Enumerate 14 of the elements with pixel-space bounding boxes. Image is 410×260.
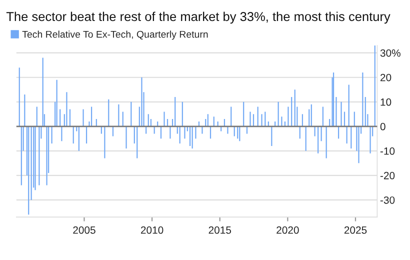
y-tick-label: 20	[380, 74, 392, 82]
x-tick-label: 2025	[344, 226, 367, 234]
y-tick-label: 0	[380, 122, 386, 130]
x-tick-label: 2015	[208, 226, 232, 234]
x-tick-label: 2010	[140, 226, 164, 234]
y-tick-label: -20	[380, 172, 395, 180]
y-tick-label: 30%	[380, 49, 400, 57]
chart-title: The sector beat the rest of the market by 33%, the most this century	[6, 12, 390, 24]
y-tick-label: 10	[380, 98, 392, 106]
y-tick-label: -10	[380, 147, 395, 155]
x-tick-label: 2020	[276, 226, 299, 234]
x-tick-label: 2005	[73, 226, 96, 234]
y-tick-label: -30	[380, 196, 395, 204]
legend-label: Tech Relative To Ex-Tech, Quarterly Return	[22, 30, 208, 40]
